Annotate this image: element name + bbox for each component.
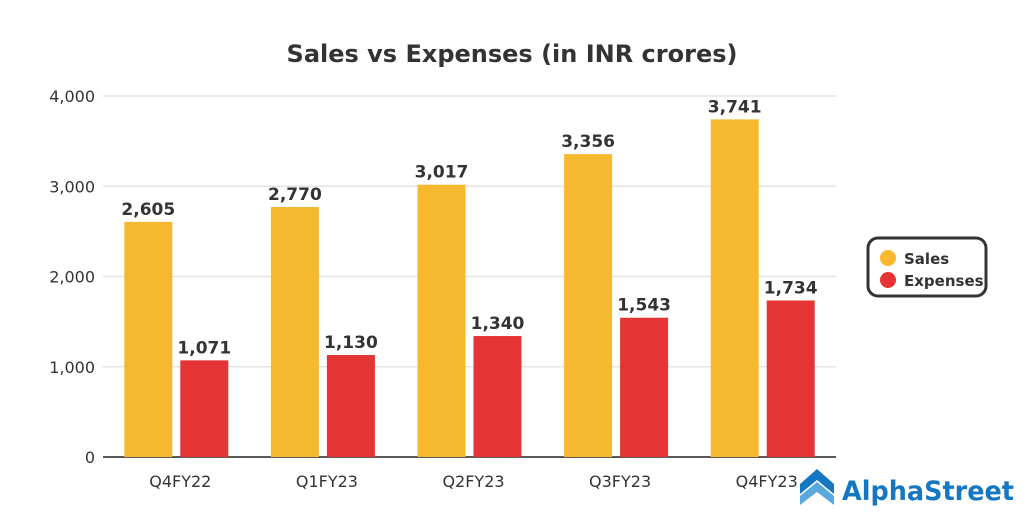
- data-label: 3,017: [415, 163, 469, 183]
- bar-sales: [417, 184, 466, 457]
- bar-sales: [564, 154, 613, 457]
- data-label: 1,543: [617, 296, 671, 316]
- alphastreet-logo: AlphaStreet: [800, 469, 1014, 507]
- bar-expenses: [326, 355, 375, 457]
- legend-sales-label: Sales: [904, 250, 949, 268]
- bar-sales: [124, 221, 173, 457]
- chevron-logo-icon: [800, 469, 834, 505]
- chart-title: Sales vs Expenses (in INR crores): [287, 40, 738, 68]
- x-tick-label: Q2FY23: [442, 472, 504, 491]
- data-label: 1,734: [764, 279, 818, 299]
- x-tick-label: Q4FY23: [736, 472, 798, 491]
- y-tick-label: 3,000: [49, 177, 95, 196]
- data-label: 2,605: [121, 200, 175, 220]
- y-tick-label: 4,000: [49, 87, 95, 106]
- data-label: 3,741: [708, 97, 762, 117]
- legend-expenses-label: Expenses: [904, 272, 984, 290]
- x-tick-label: Q4FY22: [149, 472, 211, 491]
- data-label: 1,071: [177, 338, 231, 358]
- legend-sales-marker: [880, 250, 896, 266]
- bar-expenses: [473, 336, 522, 457]
- y-tick-label: 0: [85, 448, 95, 467]
- bar-expenses: [180, 360, 229, 457]
- data-label: 2,770: [268, 185, 322, 205]
- x-tick-label: Q3FY23: [589, 472, 651, 491]
- y-tick-label: 1,000: [49, 358, 95, 377]
- data-label: 1,340: [471, 314, 525, 334]
- data-label: 3,356: [561, 132, 615, 152]
- bar-expenses: [620, 317, 669, 457]
- x-tick-label: Q1FY23: [296, 472, 358, 491]
- bar-expenses: [766, 300, 815, 457]
- bar-sales: [270, 207, 319, 457]
- bar-sales: [710, 119, 759, 457]
- svg-text:AlphaStreet: AlphaStreet: [842, 476, 1014, 507]
- legend-expenses-marker: [880, 272, 896, 288]
- legend: Sales Expenses: [866, 236, 988, 298]
- y-tick-label: 2,000: [49, 268, 95, 287]
- data-label: 1,130: [324, 333, 378, 353]
